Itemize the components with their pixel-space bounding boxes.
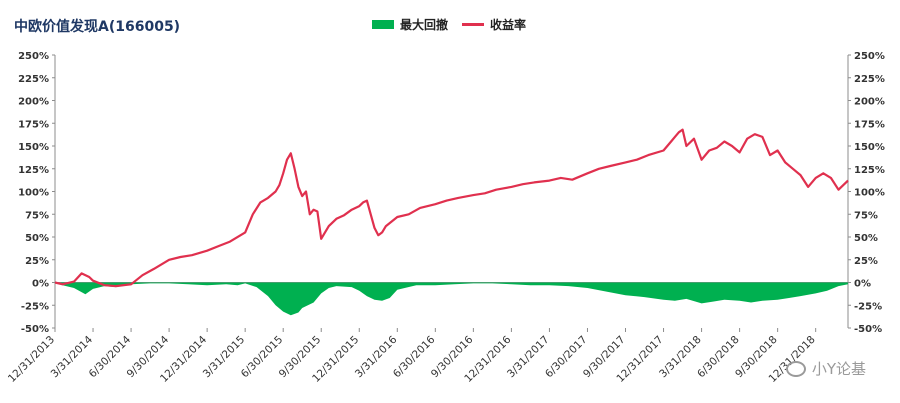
y-tick-label-right: 75% (854, 210, 878, 221)
chart-title: 中欧价值发现A(166005) (14, 19, 181, 35)
y-tick-label-left: 0% (32, 279, 49, 290)
y-tick-label-left: -25% (21, 301, 49, 312)
y-tick-label-left: 100% (18, 188, 49, 199)
y-tick-label-right: 250% (854, 51, 885, 62)
y-tick-label-right: 175% (854, 119, 885, 130)
y-tick-label-left: 250% (18, 51, 49, 62)
y-tick-label-left: 225% (18, 74, 49, 85)
return-legend-swatch (462, 23, 485, 26)
y-tick-label-right: 150% (854, 142, 885, 153)
drawdown-area (55, 282, 848, 316)
x-tick-label: 12/31/2013 (6, 334, 57, 385)
y-tick-label-right: 100% (854, 188, 885, 199)
watermark: 小Y论基 (785, 358, 866, 379)
drawdown-legend-swatch (372, 20, 394, 29)
y-tick-label-left: 175% (18, 119, 49, 130)
drawdown-legend-label: 最大回撤 (400, 18, 449, 32)
y-tick-label-right: 25% (854, 256, 878, 267)
y-tick-label-left: 50% (25, 233, 49, 244)
y-tick-label-left: -50% (21, 324, 49, 335)
watermark-text: 小Y论基 (811, 360, 866, 378)
y-tick-label-left: 125% (18, 165, 49, 176)
y-tick-label-right: 0% (854, 279, 871, 290)
return-legend-label: 收益率 (490, 18, 527, 32)
y-tick-label-right: 225% (854, 74, 885, 85)
y-tick-label-right: -50% (854, 324, 882, 335)
y-tick-label-left: 150% (18, 142, 49, 153)
y-tick-label-right: 125% (854, 165, 885, 176)
y-tick-label-right: 200% (854, 97, 885, 108)
legend: 最大回撤 收益率 (372, 16, 526, 33)
wechat-icon (785, 360, 806, 377)
y-tick-label-right: 50% (854, 233, 878, 244)
y-tick-label-left: 200% (18, 97, 49, 108)
y-tick-label-left: 75% (25, 210, 49, 221)
y-tick-label-left: 25% (25, 256, 49, 267)
y-tick-label-right: -25% (854, 301, 882, 312)
return-line (54, 128, 849, 288)
